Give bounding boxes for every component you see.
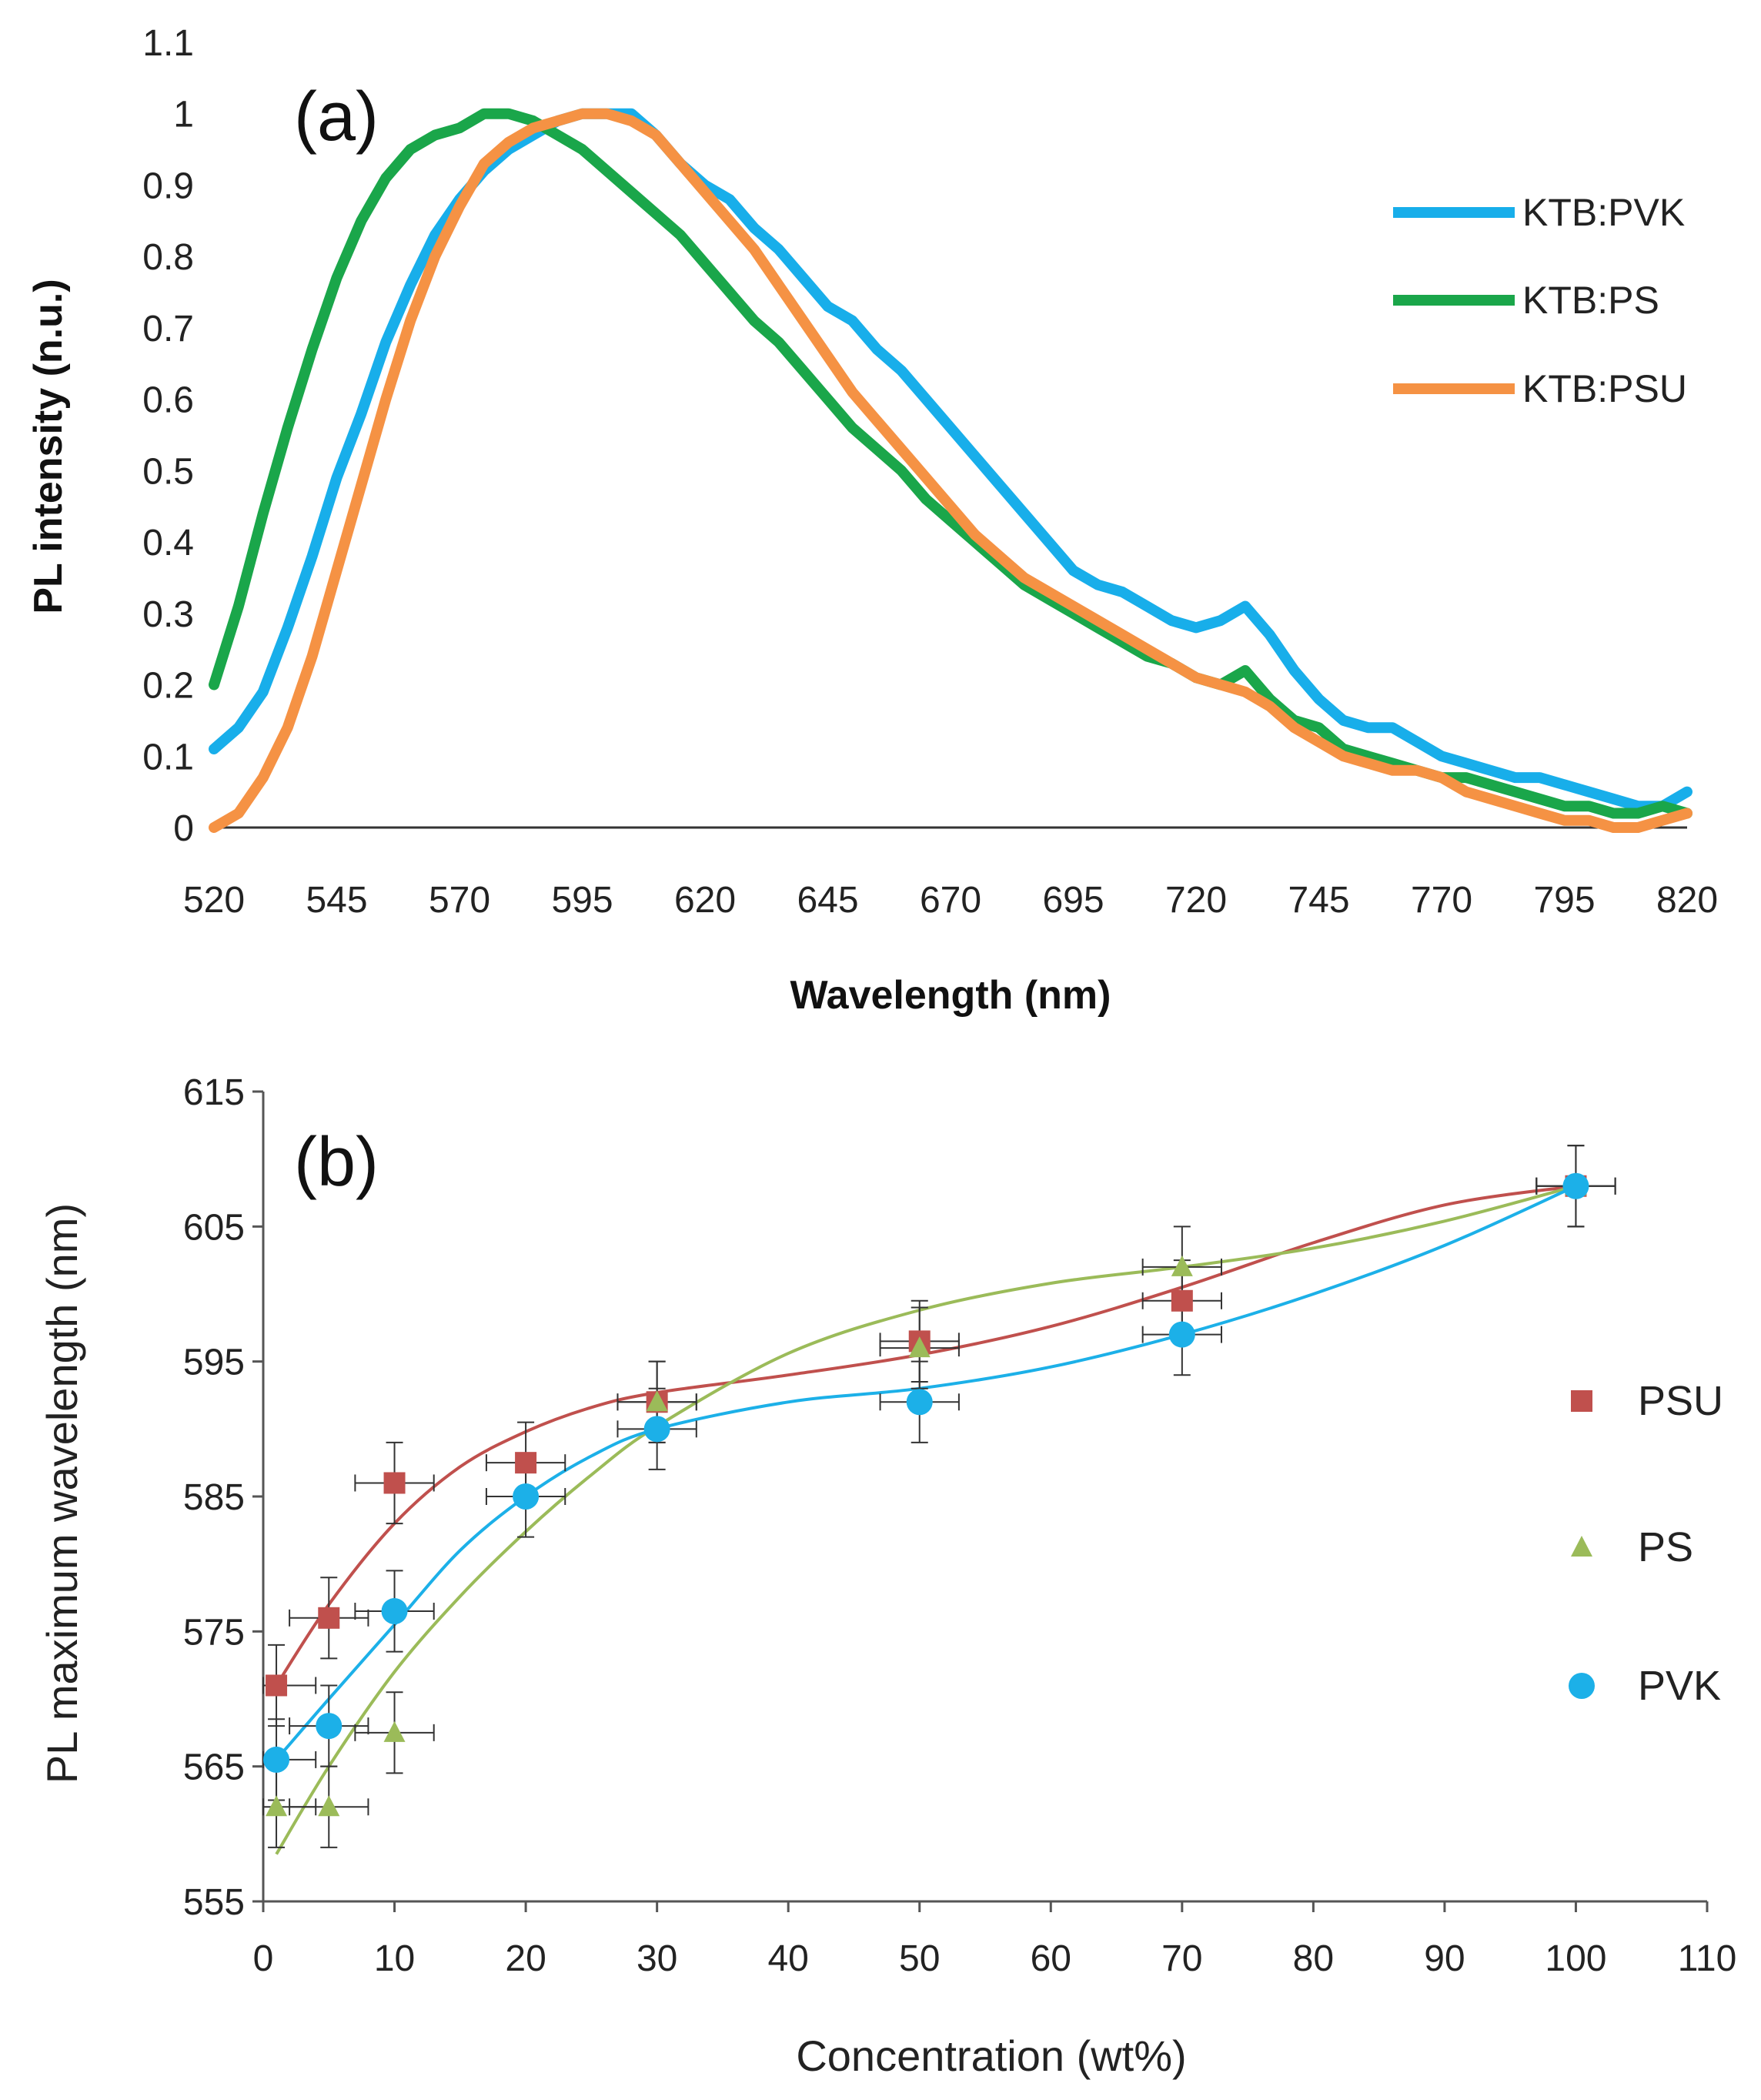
panel-b-y-tick-label: 585 [183, 1477, 245, 1518]
panel-b-x-tick-label: 50 [899, 1938, 940, 1979]
panel-b-y-tick-label: 615 [183, 1072, 245, 1113]
panel-a-y-axis-title: PL intensity (n.u.) [26, 279, 71, 614]
panel-a-x-tick-label: 720 [1165, 880, 1227, 921]
panel-a-label: (a) [294, 79, 379, 155]
panel-b-point-pvk [316, 1713, 343, 1740]
panel-b-x-tick-label: 60 [1031, 1938, 1071, 1979]
panel-a-legend-label: KTB:PVK [1522, 191, 1685, 234]
panel-a-x-tick-label: 645 [797, 880, 858, 921]
panel-b-point-psu [266, 1674, 288, 1697]
panel-b-point-ps [1171, 1255, 1193, 1276]
panel-a-y-tick-label: 0 [173, 808, 194, 849]
panel-b-axes [252, 1090, 1709, 1912]
panel-b-x-tick-label: 110 [1678, 1938, 1737, 1979]
panel-a-x-tick-label: 670 [920, 880, 981, 921]
panel-b-x-axis-title: Concentration (wt%) [796, 2031, 1186, 2080]
panel-a-x-tick-label: 620 [674, 880, 736, 921]
panel-b-point-ps [908, 1336, 931, 1358]
panel-b-y-tick-label: 605 [183, 1207, 245, 1248]
panel-a-y-tick-label: 0.1 [142, 737, 194, 777]
panel-a-y-tick-label: 0.2 [142, 666, 194, 707]
panel-b-point-pvk [643, 1416, 670, 1443]
panel-a-y-tick-label: 0.5 [142, 451, 194, 492]
panel-b-x-tick-label: 40 [767, 1938, 808, 1979]
panel-a-x-tick-label: 770 [1411, 880, 1472, 921]
panel-b-tick-labels: 0 10 20 30 40 50 60 70 80 90 100 110 555 565 575 585 595… [183, 1072, 1736, 1979]
panel-a-series-line-ktbpsu [209, 108, 1692, 833]
panel-b-x-tick-label: 100 [1545, 1938, 1606, 1979]
panel-b-x-tick-label: 30 [637, 1938, 677, 1979]
panel-b-point-ps [383, 1720, 406, 1742]
panel-b-trendline-pvk [275, 1184, 1577, 1761]
panel-b-point-pvk [381, 1598, 408, 1625]
panel-b-chart: 0 10 20 30 40 50 60 70 80 90 100 110 555 565 575 585 595… [38, 1072, 1736, 2080]
panel-b-trendline-ps [275, 1184, 1577, 1855]
panel-a-y-tick-label: 0.4 [142, 523, 194, 563]
panel-a-y-tick-label: 0.7 [142, 309, 194, 349]
panel-a-x-tick-label: 545 [306, 880, 367, 921]
panel-b-error-bars [262, 1145, 1616, 1848]
panel-b-x-tick-label: 20 [505, 1938, 546, 1979]
panel-a-series-line-ktbps [209, 108, 1692, 819]
panel-a-x-tick-label: 820 [1656, 880, 1718, 921]
panel-a-x-tick-label: 520 [183, 880, 245, 921]
panel-b-x-tick-label: 0 [253, 1938, 274, 1979]
panel-a-y-tick-label: 0.8 [142, 237, 194, 278]
panel-b-point-ps [266, 1795, 288, 1817]
panel-b-y-tick-label: 595 [183, 1343, 245, 1383]
panel-a-tick-labels: 520 545 570 595 620 645 670 695 720 745 770 795 820 0… [142, 23, 1718, 921]
panel-b-label: (b) [294, 1124, 379, 1201]
panel-b-legend-label: PVK [1638, 1663, 1721, 1709]
panel-b-x-tick-label: 80 [1293, 1938, 1334, 1979]
panel-b-point-psu [383, 1472, 406, 1494]
panel-b-point-psu [515, 1452, 537, 1474]
panel-a-chart: 520 545 570 595 620 645 670 695 720 745 770 795 820 0… [26, 23, 1718, 1018]
panel-a-x-tick-label: 595 [551, 880, 613, 921]
panel-b-legend-marker-psu [1571, 1390, 1592, 1412]
panel-b-y-tick-label: 575 [183, 1612, 245, 1653]
panel-a-legend: KTB:PVK KTB:PS KTB:PSU [1393, 191, 1687, 410]
panel-a-y-tick-label: 0.6 [142, 380, 194, 421]
panel-b-trendlines [275, 1184, 1577, 1855]
panel-b-point-ps [318, 1795, 340, 1817]
panel-b-point-pvk [513, 1483, 540, 1510]
panel-a-y-tick-label: 1.1 [142, 23, 194, 64]
panel-b-x-tick-label: 70 [1161, 1938, 1202, 1979]
panel-b-legend: PSU PS PVK [1569, 1378, 1723, 1709]
panel-b-legend-marker-pvk [1569, 1673, 1595, 1699]
panel-a-x-tick-label: 745 [1288, 880, 1349, 921]
panel-b-y-tick-label: 565 [183, 1747, 245, 1788]
panel-b-y-tick-label: 555 [183, 1882, 245, 1923]
panel-b-point-psu [318, 1607, 340, 1629]
panel-b-legend-marker-ps [1571, 1536, 1592, 1557]
panel-b-point-ps [646, 1390, 668, 1412]
panel-b-point-pvk [1168, 1321, 1195, 1348]
panel-b-x-tick-label: 10 [374, 1938, 415, 1979]
panel-a-x-axis-title: Wavelength (nm) [790, 973, 1111, 1018]
panel-a-y-tick-label: 0.9 [142, 166, 194, 206]
panel-a-legend-label: KTB:PSU [1522, 367, 1687, 410]
panel-b-trendline-psu [275, 1184, 1576, 1687]
panel-a-x-tick-label: 795 [1533, 880, 1595, 921]
panel-b-points [263, 1172, 1589, 1817]
panel-b-legend-label: PS [1638, 1524, 1693, 1570]
panel-b-point-pvk [906, 1389, 933, 1416]
panel-a-y-tick-label: 0.3 [142, 594, 194, 635]
panel-b-y-axis-title: PL maximum wavelength (nm) [38, 1203, 86, 1784]
panel-a-x-tick-label: 570 [429, 880, 490, 921]
panel-a-legend-label: KTB:PS [1522, 279, 1659, 322]
panel-a-x-tick-label: 695 [1042, 880, 1104, 921]
panel-b-point-psu [1171, 1289, 1193, 1312]
panel-b-x-tick-label: 90 [1424, 1938, 1465, 1979]
panel-b-point-pvk [263, 1746, 290, 1773]
panel-a-series [209, 108, 1692, 833]
panel-a-y-tick-label: 1 [173, 95, 194, 135]
panel-b-legend-label: PSU [1638, 1378, 1723, 1424]
panel-b-point-pvk [1562, 1172, 1589, 1199]
